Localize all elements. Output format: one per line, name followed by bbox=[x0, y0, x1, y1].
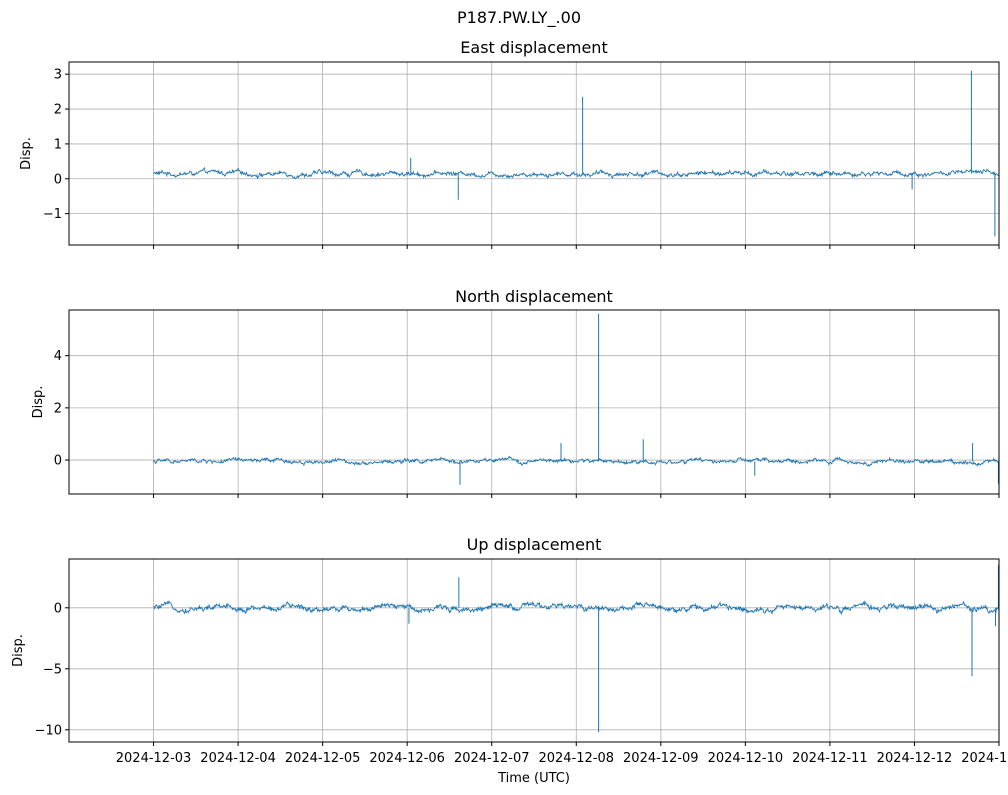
subplot-title: East displacement bbox=[460, 38, 607, 57]
y-tick-label: 2 bbox=[54, 401, 62, 416]
x-tick-label: 2024-12-11 bbox=[792, 751, 868, 766]
subplot-title: North displacement bbox=[455, 287, 613, 306]
y-tick-label: −5 bbox=[43, 662, 62, 677]
x-tick-label: 2024-12-10 bbox=[708, 751, 784, 766]
axes-frame bbox=[68, 309, 1000, 495]
y-axis-label: Disp. bbox=[31, 386, 46, 419]
y-tick-label: 0 bbox=[54, 454, 62, 469]
y-tick-label: −10 bbox=[35, 723, 62, 738]
y-axis-label: Disp. bbox=[19, 137, 34, 170]
x-tick-label: 2024-12-13 bbox=[961, 751, 1008, 766]
axes-frame bbox=[68, 558, 1000, 743]
subplot-2: 4 2 0 North displacement Disp. bbox=[31, 287, 1000, 498]
y-tick-label: 1 bbox=[54, 137, 62, 152]
y-tick-label: 0 bbox=[54, 601, 62, 616]
series-line bbox=[153, 455, 1000, 468]
x-tick-label: 2024-12-06 bbox=[369, 751, 445, 766]
y-tick-label: 4 bbox=[54, 349, 62, 364]
subplot-3: 0 −5 −10 2024-12-03 2024-12-04 2024-12-05 2024… bbox=[11, 535, 1008, 766]
series-line bbox=[153, 166, 1000, 180]
x-tick-label: 2024-12-12 bbox=[877, 751, 953, 766]
subplot-panels: 3 2 1 0 −1 East displacement Disp. 4 2 0 North dis… bbox=[11, 38, 1008, 766]
figure-suptitle: P187.PW.LY_.00 bbox=[457, 8, 581, 28]
x-tick-label: 2024-12-05 bbox=[285, 751, 361, 766]
x-tick-label: 2024-12-04 bbox=[200, 751, 276, 766]
y-tick-label: −1 bbox=[43, 207, 62, 222]
x-tick-label: 2024-12-07 bbox=[454, 751, 530, 766]
x-tick-label: 2024-12-09 bbox=[623, 751, 699, 766]
subplot-title: Up displacement bbox=[467, 535, 602, 554]
y-tick-label: 2 bbox=[54, 103, 62, 118]
x-axis-label: Time (UTC) bbox=[497, 771, 570, 786]
axes-frame bbox=[68, 61, 1000, 246]
y-axis-label: Disp. bbox=[11, 634, 26, 667]
y-tick-label: 3 bbox=[54, 68, 62, 83]
x-tick-label: 2024-12-08 bbox=[538, 751, 614, 766]
y-tick-label: 0 bbox=[54, 172, 62, 187]
x-tick-label: 2024-12-03 bbox=[116, 751, 192, 766]
subplot-1: 3 2 1 0 −1 East displacement Disp. bbox=[19, 38, 1000, 249]
series-line bbox=[153, 599, 1000, 616]
